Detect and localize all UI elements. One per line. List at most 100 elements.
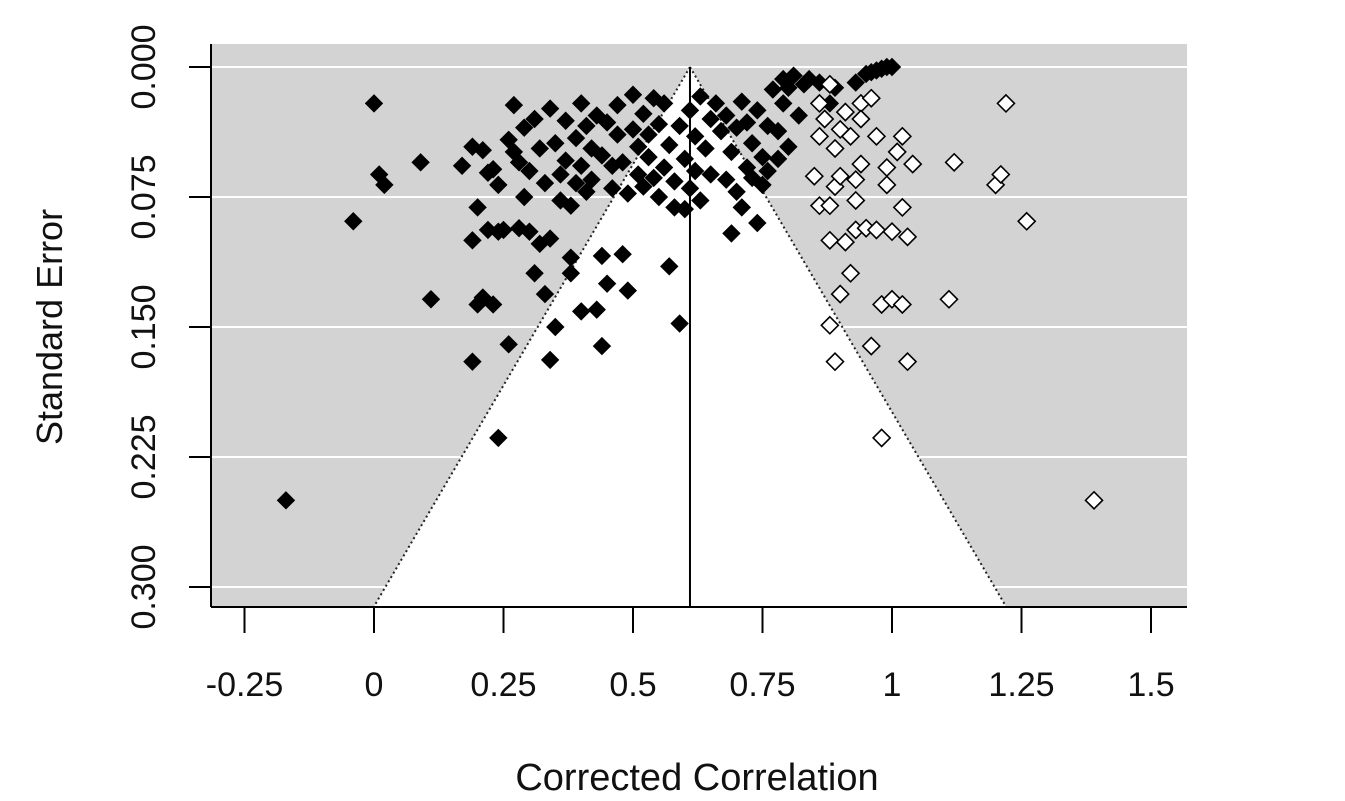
data-point-filled — [608, 95, 627, 115]
data-point-open — [851, 154, 871, 174]
data-point-filled — [468, 198, 487, 217]
data-point-filled — [784, 66, 803, 85]
data-point-filled — [561, 196, 581, 215]
data-point-filled — [535, 173, 555, 193]
data-point-filled — [375, 175, 394, 195]
data-point-filled — [722, 142, 741, 162]
data-point-filled — [748, 213, 767, 233]
data-point-filled — [768, 121, 788, 141]
y-tick-label: 0.300 — [125, 544, 163, 629]
data-point-filled — [525, 109, 544, 129]
data-point-filled — [483, 295, 503, 314]
data-point-filled — [701, 165, 720, 184]
data-point-open — [877, 175, 897, 195]
data-point-open — [840, 126, 861, 146]
data-point-filled — [587, 300, 606, 319]
data-point-open — [825, 138, 845, 159]
x-tick-label: 1.5 — [1127, 666, 1174, 704]
data-point-filled — [452, 156, 472, 176]
data-point-open — [991, 164, 1011, 185]
y-tick-label: 0.075 — [125, 154, 163, 239]
data-point-filled — [639, 147, 658, 167]
data-point-open — [866, 220, 887, 240]
data-point-filled — [768, 149, 788, 169]
data-point-filled — [779, 137, 798, 156]
data-point-filled — [618, 184, 638, 203]
data-point-filled — [473, 140, 492, 160]
data-point-filled — [685, 161, 705, 181]
data-point-filled — [634, 104, 653, 124]
data-point-open — [903, 154, 923, 174]
data-point-filled — [571, 302, 591, 321]
data-point-filled — [489, 175, 508, 195]
data-point-open — [820, 230, 840, 250]
data-point-filled — [540, 99, 560, 118]
data-point-filled — [509, 153, 529, 172]
data-point-filled — [753, 175, 772, 195]
data-point-open — [820, 315, 840, 335]
data-point-filled — [608, 125, 627, 144]
data-point-filled — [489, 428, 508, 448]
data-point-filled — [717, 170, 736, 189]
data-point-filled — [680, 179, 700, 198]
data-point-open — [809, 126, 830, 146]
data-point-open — [835, 232, 856, 252]
data-point-filled — [540, 350, 560, 370]
data-point-filled — [639, 125, 658, 144]
data-point-filled — [582, 170, 601, 189]
x-axis-label: Corrected Correlation — [515, 757, 878, 799]
data-point-filled — [670, 116, 689, 136]
data-point-filled — [691, 191, 710, 210]
data-point-open — [882, 222, 902, 242]
data-point-filled — [561, 248, 581, 267]
data-point-filled — [613, 244, 632, 264]
x-tick-label: -0.25 — [206, 666, 284, 704]
data-point-open — [820, 74, 840, 94]
data-point-filled — [628, 137, 648, 156]
data-point-filled — [665, 172, 684, 191]
data-point-filled — [597, 274, 617, 293]
data-point-filled — [727, 182, 746, 202]
data-point-filled — [675, 149, 695, 169]
data-point-filled — [592, 146, 612, 165]
data-point-open — [939, 289, 959, 309]
data-point-filled — [520, 161, 539, 181]
data-point-filled — [592, 336, 612, 356]
data-point-filled — [701, 109, 720, 129]
x-tick-label: 1 — [883, 666, 902, 704]
data-point-filled — [603, 179, 622, 198]
data-point-filled — [494, 220, 513, 240]
data-point-filled — [463, 231, 482, 250]
data-point-open — [861, 88, 881, 108]
x-tick-label: 0.25 — [470, 666, 536, 704]
data-point-filled — [846, 73, 865, 92]
data-point-open — [840, 263, 861, 283]
x-axis-ticks: -0.25 0 0.25 0.5 0.75 1 1.25 1.5 — [206, 607, 1175, 704]
data-point-filled — [499, 335, 518, 354]
data-point-filled — [566, 128, 586, 148]
data-point-open — [1084, 490, 1104, 510]
data-point-filled — [649, 187, 669, 207]
x-tick-label: 0.75 — [729, 666, 795, 704]
data-point-filled — [551, 165, 570, 184]
data-point-filled — [592, 246, 612, 266]
y-tick-label: 0.225 — [125, 414, 163, 499]
data-point-filled — [571, 156, 591, 176]
data-point-filled — [742, 134, 762, 153]
data-point-filled — [748, 101, 767, 120]
data-point-open — [804, 166, 824, 186]
data-point-open — [815, 109, 835, 129]
data-point-filled — [706, 94, 726, 113]
data-point-filled — [711, 121, 731, 141]
x-tick-label: 0 — [365, 666, 384, 704]
data-point-filled — [660, 135, 679, 155]
data-point-open — [892, 294, 912, 315]
data-point-filled — [344, 212, 363, 231]
data-point-filled — [753, 147, 772, 167]
data-point-open — [846, 170, 866, 190]
data-point-filled — [660, 257, 679, 276]
data-point-open — [809, 93, 830, 114]
data-point-open — [820, 196, 840, 216]
data-point-filled — [535, 284, 555, 304]
